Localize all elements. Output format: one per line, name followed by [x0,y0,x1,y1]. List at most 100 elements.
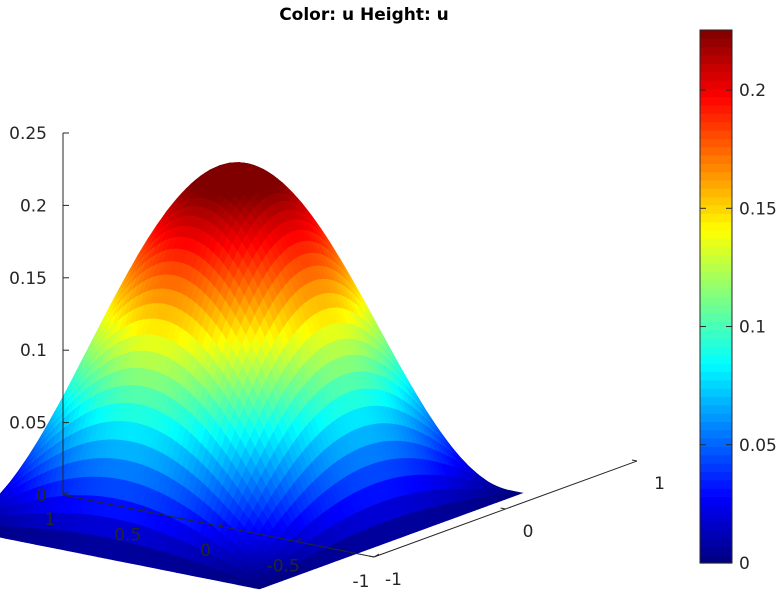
z-tick-label: 0.05 [9,414,47,434]
x-tick-label: -1 [385,570,402,590]
colorbar-band [700,379,732,389]
colorbar-band [700,179,732,189]
colorbar-tick-label: 0.15 [739,199,777,219]
y-tick-label: -1 [353,572,370,592]
colorbar-tick-label: 0.1 [739,318,766,338]
colorbar-band [700,504,732,514]
z-tick-label: 0 [36,486,47,506]
colorbar-band [700,513,732,522]
colorbar-band [700,488,732,497]
z-tick-label: 0.15 [9,269,47,289]
colorbar-band [700,288,732,298]
colorbar-band [700,79,732,89]
colorbar-band [700,104,732,114]
colorbar-band [700,321,732,331]
colorbar-ticks: 0 0.05 0.1 0.15 0.2 [700,81,777,574]
colorbar-band [700,129,732,139]
colorbar-band [700,529,732,539]
colorbar-band [700,304,732,314]
colorbar-band [700,204,732,214]
colorbar-band [700,421,732,431]
colorbar-band [700,196,732,206]
colorbar-band [700,554,732,564]
colorbar-band [700,30,732,39]
colorbar-band [700,229,732,239]
colorbar-band [700,163,732,173]
colorbar-band [700,263,732,273]
colorbar-band [700,521,732,531]
colorbar-band [700,371,732,381]
colorbar-band [700,396,732,406]
y-tick-mark [373,553,380,558]
colorbar-band [700,54,732,64]
surface-patch [253,585,265,590]
colorbar-band [700,113,732,123]
z-tick-label: 0.1 [20,341,47,361]
colorbar-frame [699,29,733,564]
y-tick-mark [295,538,302,542]
colorbar-band [700,471,732,481]
y-tick-label: 0.5 [114,526,141,546]
colorbar-band [700,404,732,414]
x-tick-mark [500,507,506,510]
colorbar-band [700,96,732,106]
colorbar-band [700,121,732,131]
colorbar-band [700,246,732,256]
colorbar-band [700,496,732,506]
z-tick-label: 0.2 [20,196,47,216]
colorbar-band [700,154,732,164]
y-tick-label: 0 [200,541,211,561]
colorbar-band [700,38,732,48]
z-axis-ticks: 0 0.05 0.1 0.15 0.2 0.25 [9,124,69,506]
colorbar-band [700,213,732,223]
colorbar: 0 0.05 0.1 0.15 0.2 [699,29,777,574]
colorbar-band [700,171,732,181]
colorbar-band [700,438,732,448]
colorbar-band [700,454,732,464]
colorbar-tick-label: 0.2 [739,81,766,101]
colorbar-band [700,479,732,489]
colorbar-band [700,279,732,289]
x-tick-label: 0 [523,522,534,542]
x-tick-mark [631,459,638,462]
colorbar-band [700,46,732,56]
colorbar-band [700,138,732,148]
colorbar-band [700,446,732,456]
colorbar-band [700,338,732,348]
colorbar-band [700,188,732,198]
colorbar-band [700,63,732,73]
y-tick-mark [218,522,224,527]
x-axis-ticks: -1 0 1 [368,459,665,590]
colorbar-band [700,71,732,81]
colorbar-tick-label: 0.05 [739,436,777,456]
colorbar-band [700,146,732,156]
x-tick-mark [368,555,375,558]
colorbar-band [700,313,732,323]
y-tick-label: -0.5 [267,557,300,577]
surface-plot [0,162,524,590]
colorbar-band [700,388,732,398]
x-tick-label: 1 [654,474,665,494]
colorbar-band [700,346,732,356]
colorbar-tick-label: 0 [739,554,750,574]
y-tick-mark [62,491,69,496]
colorbar-band [700,354,732,364]
colorbar-band [700,221,732,231]
colorbar-band [700,329,732,339]
colorbar-gradient [700,30,732,564]
colorbar-band [700,88,732,98]
colorbar-band [700,546,732,556]
colorbar-band [700,238,732,248]
colorbar-band [700,363,732,373]
colorbar-band [700,271,732,281]
y-axis-ticks: 1 0.5 0 -0.5 -1 [45,491,380,592]
colorbar-band [700,296,732,306]
y-tick-mark [140,507,147,511]
z-tick-label: 0.25 [9,124,47,144]
colorbar-band [700,463,732,472]
colorbar-band [700,538,732,547]
y-tick-label: 1 [45,510,56,530]
colorbar-band [700,429,732,439]
chart-title: Color: u Height: u [279,5,449,25]
